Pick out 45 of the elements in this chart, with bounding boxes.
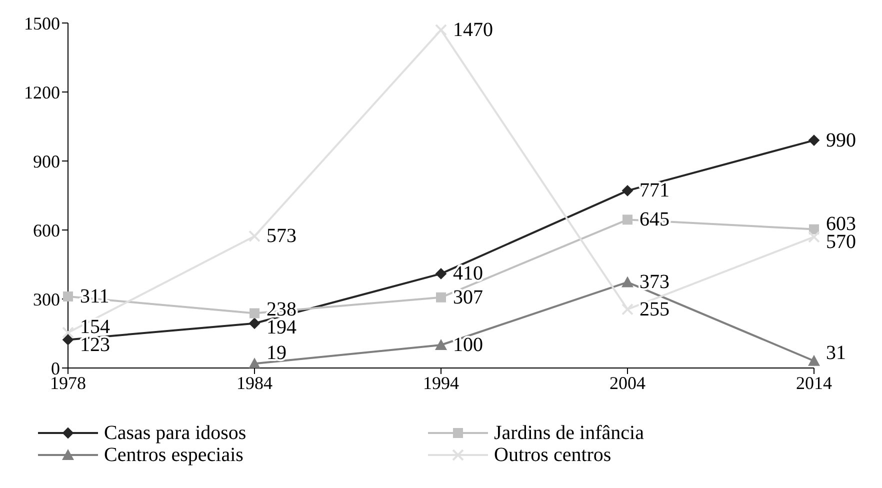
data-label: 100 xyxy=(453,334,483,356)
legend-label: Casas para idosos xyxy=(104,422,246,444)
point xyxy=(63,291,73,302)
data-label: 645 xyxy=(640,208,670,231)
x-tick-label: 2014 xyxy=(796,372,832,393)
y-tick-label: 300 xyxy=(33,289,60,310)
data-label: 19 xyxy=(266,342,286,364)
y-tick-label: 1500 xyxy=(24,13,60,34)
point xyxy=(808,354,820,366)
point xyxy=(436,268,446,280)
data-label: 311 xyxy=(80,285,110,308)
data-label: 373 xyxy=(640,271,670,294)
point xyxy=(62,326,74,339)
x-tick-label: 2004 xyxy=(610,372,646,393)
point xyxy=(622,303,634,316)
point xyxy=(622,185,633,196)
data-label: 573 xyxy=(266,225,296,248)
point xyxy=(249,318,260,329)
y-tick-label: 900 xyxy=(33,151,60,172)
x-tick-label: 1994 xyxy=(423,372,459,393)
legend-label: Outros centros xyxy=(494,444,612,466)
point xyxy=(622,214,632,225)
data-label: 31 xyxy=(826,342,846,364)
point xyxy=(622,276,634,288)
point xyxy=(248,230,260,242)
data-label: 255 xyxy=(640,298,670,320)
point xyxy=(250,308,260,318)
legend-label: Jardins de infância xyxy=(494,422,644,444)
data-label: 307 xyxy=(453,286,483,308)
y-tick-label: 600 xyxy=(33,220,60,240)
data-label: 990 xyxy=(826,129,856,152)
y-tick-label: 1200 xyxy=(24,82,60,102)
point xyxy=(62,334,74,346)
x-tick-label: 1984 xyxy=(236,372,272,393)
point xyxy=(808,134,820,146)
point xyxy=(436,292,446,302)
data-label: 410 xyxy=(453,262,483,285)
legend-label: Centros especiais xyxy=(104,444,244,466)
data-label: 771 xyxy=(640,180,670,202)
point xyxy=(435,24,447,36)
point xyxy=(435,339,447,350)
y-tick-label: 0 xyxy=(51,358,60,378)
data-label: 1470 xyxy=(453,18,493,41)
point xyxy=(808,230,820,243)
point xyxy=(248,358,260,368)
